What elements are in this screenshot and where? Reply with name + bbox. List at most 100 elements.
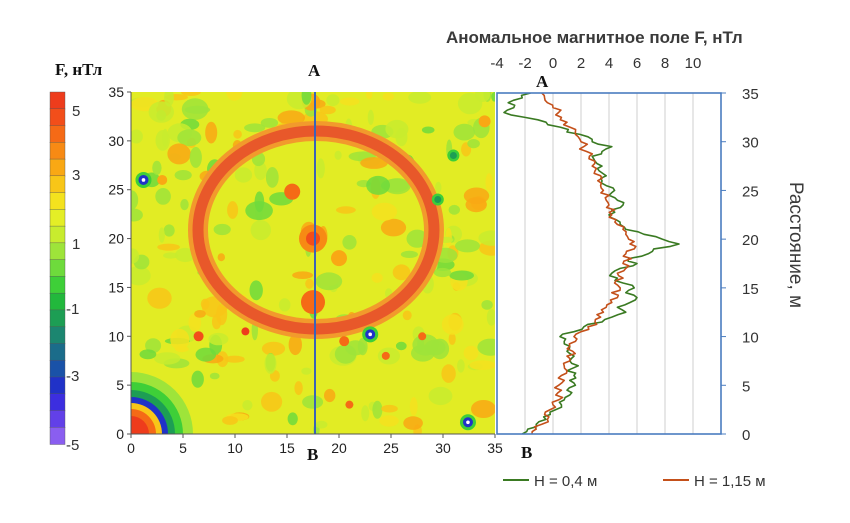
colorbar-tick: -1 — [66, 301, 79, 318]
legend: H = 0,4 м H = 1,15 м — [503, 473, 766, 490]
map-noise-patch — [233, 129, 242, 139]
map-noise-patch — [403, 416, 423, 430]
map-noise-patch — [463, 345, 479, 361]
map-noise-patch — [181, 92, 201, 96]
map-noise-patch — [249, 280, 263, 301]
map-noise-patch — [175, 346, 189, 353]
map-noise-patch — [465, 197, 487, 213]
plot-x-tick-label: -2 — [518, 55, 531, 72]
map-noise-patch — [157, 243, 180, 251]
plot-gridlines — [524, 93, 694, 434]
map-noise-patch — [288, 334, 302, 356]
map-noise-patch — [449, 270, 475, 281]
profile-start-label: A — [308, 61, 321, 80]
map-noise-patch — [455, 239, 480, 253]
plot-x-tick-label: 8 — [661, 55, 669, 72]
map-noise-patch — [481, 300, 493, 310]
map-noise-patch — [334, 150, 342, 160]
map-noise-patch — [366, 175, 390, 195]
map-anomaly-spot — [241, 327, 250, 336]
map-noise-patch — [209, 372, 220, 380]
map-noise-patch — [371, 202, 398, 221]
map-noise-patch — [217, 253, 225, 262]
colorbar-cell — [49, 309, 66, 328]
colorbar-cell — [49, 158, 66, 177]
colorbar-tick: -5 — [66, 437, 79, 454]
plot-x-tick-label: 6 — [633, 55, 641, 72]
map-noise-patch — [222, 416, 238, 425]
plot-axes: -4 -2 0 2 4 6 8 10 0 5 10 15 20 25 30 35 — [490, 55, 758, 444]
map-noise-patch — [471, 400, 495, 418]
map-noise-patch — [474, 92, 491, 102]
map-noise-patch — [152, 160, 162, 175]
map-noise-patch — [302, 395, 324, 409]
map-noise-patch — [367, 109, 374, 125]
map-noise-patch — [163, 252, 179, 259]
map-noise-patch — [264, 353, 277, 374]
map-noise-patch — [342, 235, 357, 250]
map-x-tick-label: 30 — [435, 440, 451, 456]
map-noise-patch — [175, 247, 196, 263]
plot-y-tick-label: 0 — [742, 427, 750, 444]
colorbar-cell — [49, 242, 66, 261]
plot-y-tick-label: 5 — [742, 378, 750, 395]
plot-bottom-label: B — [521, 443, 532, 462]
plot-y-tick-label: 35 — [742, 86, 759, 103]
profile-chart: Аномальное магнитное поле F, нТл -4 -2 0 2 4… — [446, 28, 806, 490]
map-x-tick-label: 0 — [127, 440, 135, 456]
map-x-tick-label: 20 — [331, 440, 347, 456]
map-noise-patch — [167, 143, 191, 165]
map-noise-patch — [315, 272, 343, 291]
map-noise-patch — [278, 298, 291, 312]
map-noise-patch — [477, 338, 495, 356]
map-axes: 0 5 10 15 20 25 30 35 0 5 10 15 20 25 30 35 — [108, 84, 503, 456]
colorbar-cell — [49, 427, 66, 445]
colorbar-tick: 5 — [72, 103, 80, 120]
map-noise-patch — [261, 391, 283, 412]
map-noise-patch — [372, 400, 383, 419]
map-noise-patch — [366, 92, 373, 100]
map-noise-patch — [191, 370, 204, 388]
colorbar-cell — [49, 292, 66, 311]
profile-end-label: B — [307, 445, 318, 464]
map-noise-patch — [453, 123, 476, 141]
map-anomaly-spot — [381, 351, 390, 360]
map-anomaly-spot — [339, 336, 350, 347]
plot-y-tick-label: 30 — [742, 135, 759, 152]
map-noise-patch — [469, 360, 495, 370]
map-noise-patch — [200, 298, 210, 310]
map-noise-patch — [148, 101, 174, 123]
map-noise-patch — [195, 347, 217, 362]
map-y-tick-label: 5 — [116, 377, 124, 393]
map-noise-patch — [292, 271, 313, 280]
map-noise-patch — [485, 173, 493, 192]
series-line-h115 — [531, 93, 637, 434]
colorbar-cell — [49, 108, 66, 127]
map-noise-patch — [145, 338, 162, 353]
map-x-tick-label: 35 — [487, 440, 503, 456]
map-noise-patch — [147, 287, 172, 309]
colorbar-cell — [49, 142, 66, 160]
map-noise-patch — [441, 364, 456, 383]
colorbar-tick: 3 — [72, 167, 80, 184]
colorbar-cell — [49, 192, 66, 211]
map-noise-patch — [131, 129, 143, 144]
map-x-tick-label: 15 — [279, 440, 295, 456]
map-anomaly-spot — [345, 400, 354, 409]
profile-chart-title: Аномальное магнитное поле F, нТл — [446, 28, 743, 47]
map-noise-patch — [371, 272, 383, 283]
map-noise-patch — [242, 400, 253, 411]
map-noise-patch — [131, 208, 143, 222]
map-noise-patch — [448, 332, 456, 345]
map-anomaly-spot — [418, 332, 427, 341]
map-noise-patch — [184, 105, 211, 114]
map-noise-patch — [486, 308, 495, 326]
colorbar-cell — [49, 376, 66, 395]
map-noise-patch — [336, 206, 356, 214]
colorbar-cell — [49, 326, 66, 345]
plot-x-tick-label: -4 — [490, 55, 503, 72]
map-anomaly-spot — [301, 290, 325, 315]
map-noise-patch — [163, 224, 175, 237]
corner-anomaly — [131, 372, 193, 434]
